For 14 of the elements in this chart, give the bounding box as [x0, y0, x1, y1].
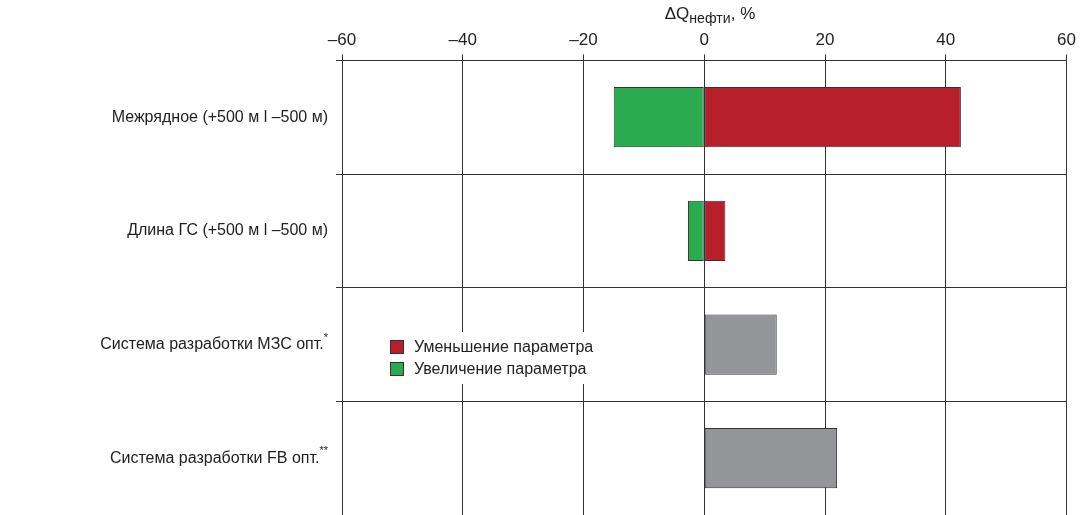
x-axis-title: ΔQ$_{нефти}$, %: [663, 4, 757, 27]
x-tick-label: 0: [699, 29, 710, 49]
x-tick-label: 20: [815, 29, 835, 49]
x-tick-label: –40: [448, 29, 477, 49]
y-tick-label: Межрядное (+500 м l –500 м): [111, 107, 329, 125]
legend-label: Увеличение параметра: [414, 360, 587, 378]
y-tick-label: Длина ГС (+500 м l –500 м): [127, 221, 328, 239]
legend-label: Уменьшение параметра: [414, 338, 594, 356]
y-tick-label: Система разработки МЗС опт.*: [100, 330, 329, 352]
x-tick-label: 40: [936, 29, 956, 49]
y-tick-label: Система разработки FB опт.**: [109, 444, 329, 466]
x-tick-label: –60: [327, 29, 357, 49]
x-tick-label: –20: [569, 29, 598, 49]
x-tick-label: 60: [1057, 29, 1077, 49]
